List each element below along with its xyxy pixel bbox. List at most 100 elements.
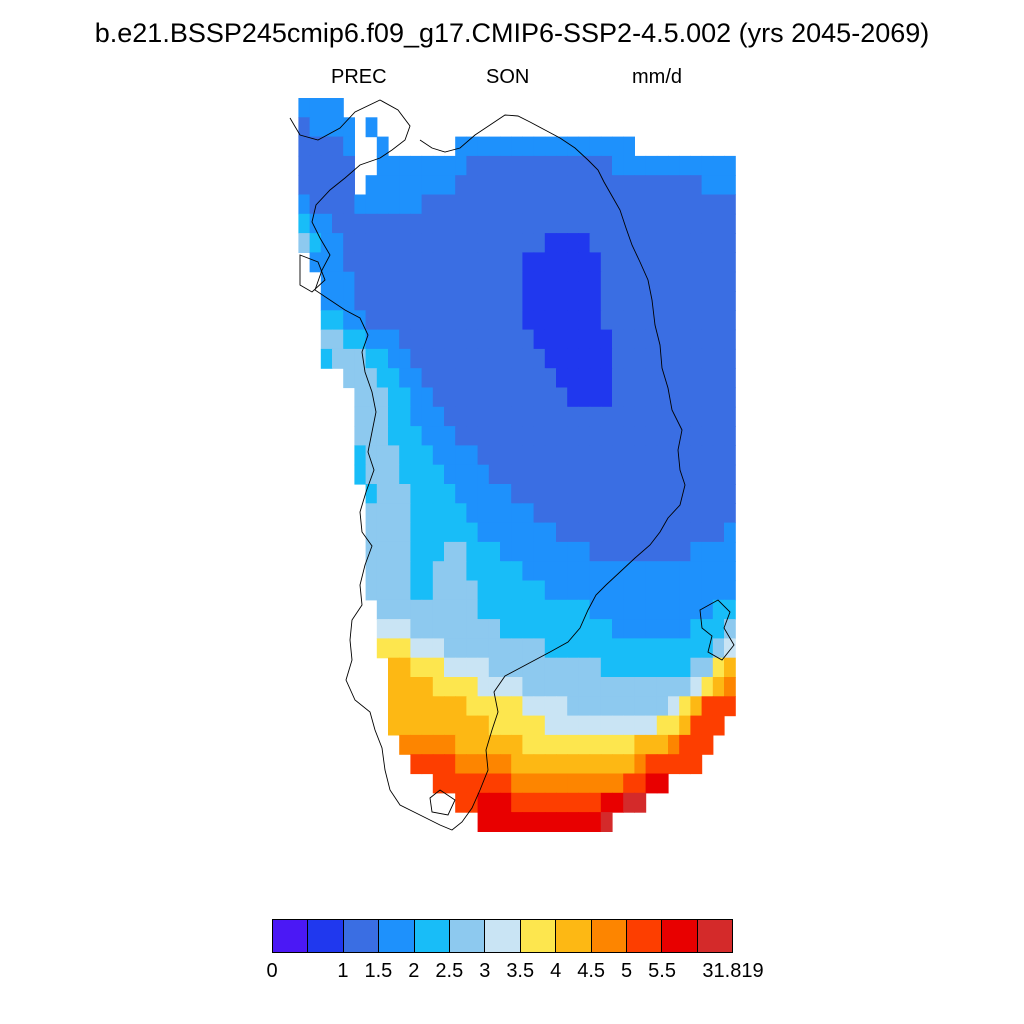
grid-cell [522, 522, 535, 543]
grid-cell [656, 696, 669, 717]
grid-cell [511, 754, 523, 775]
grid-cell [365, 348, 378, 369]
grid-cell [522, 715, 535, 736]
grid-cell [332, 213, 344, 234]
grid-cell [701, 580, 714, 601]
grid-cell [612, 715, 624, 736]
grid-cell [544, 348, 557, 369]
grid-cell [444, 715, 456, 736]
grid-cell [612, 638, 624, 659]
grid-cell [455, 677, 467, 697]
grid-cell [388, 271, 400, 292]
grid-cell [623, 233, 635, 253]
grid-cell [522, 619, 535, 639]
grid-cell [500, 368, 512, 389]
grid-cell [388, 464, 400, 485]
grid-cell [656, 194, 669, 215]
grid-cell [645, 503, 658, 524]
grid-cell [455, 368, 467, 389]
grid-cell [533, 677, 546, 697]
grid-cell [533, 599, 546, 620]
grid-cell [679, 213, 691, 234]
grid-cell [332, 310, 344, 331]
grid-cell [466, 233, 479, 253]
grid-cell [444, 233, 456, 253]
grid-cell [556, 561, 568, 582]
grid-cell [477, 696, 490, 717]
grid-cell [679, 175, 691, 196]
grid-cell [645, 213, 658, 234]
grid-cell [724, 310, 736, 331]
grid-cell [656, 271, 669, 292]
grid-cell [533, 329, 546, 350]
grid-cell [511, 175, 523, 196]
grid-cell [712, 677, 725, 697]
grid-cell [556, 310, 568, 331]
grid-cell [421, 677, 434, 697]
grid-cell [500, 792, 512, 813]
grid-cell [556, 213, 568, 234]
grid-cell [600, 541, 613, 562]
grid-cell [600, 175, 613, 196]
grid-cell [388, 696, 400, 717]
grid-cell [578, 484, 591, 504]
grid-cell [679, 696, 691, 717]
grid-cell [511, 696, 523, 717]
grid-cell [724, 445, 736, 466]
grid-cell [421, 329, 434, 350]
grid-cell [399, 599, 411, 620]
grid-cell [690, 233, 703, 253]
grid-cell [399, 194, 411, 215]
grid-cell [690, 715, 703, 736]
colorbar-label-3: 2 [408, 960, 420, 982]
grid-cell [578, 310, 591, 331]
grid-cell [634, 445, 647, 466]
grid-cell [488, 541, 501, 562]
grid-cell [589, 734, 602, 755]
grid-cell [612, 464, 624, 485]
grid-cell [589, 445, 602, 466]
grid-cell [488, 310, 501, 331]
grid-cell [477, 136, 490, 157]
grid-cell [332, 329, 344, 350]
grid-cell [455, 233, 467, 253]
grid-cell [309, 136, 322, 157]
grid-cell [712, 580, 725, 601]
grid-cell [511, 213, 523, 234]
grid-cell [634, 194, 647, 215]
grid-cell [578, 812, 591, 832]
grid-cell [298, 213, 311, 234]
grid-cell [578, 522, 591, 543]
colorbar-bin-12 [697, 920, 733, 952]
colorbar-label-4: 2.5 [435, 960, 464, 982]
grid-cell [309, 175, 322, 196]
grid-cell [511, 812, 523, 832]
grid-cell [668, 754, 680, 775]
grid-cell [634, 754, 647, 775]
grid-cell [444, 561, 456, 582]
grid-cell [544, 696, 557, 717]
grid-cell [298, 194, 311, 215]
grid-cell [701, 541, 714, 562]
colorbar-label-9: 5 [621, 960, 633, 982]
grid-cell [388, 175, 400, 196]
grid-cell [690, 677, 703, 697]
grid-cell [600, 426, 613, 446]
grid-cell [376, 541, 389, 562]
grid-cell [421, 445, 434, 466]
grid-cell [421, 541, 434, 562]
grid-cell [354, 348, 367, 369]
grid-cell [724, 599, 736, 620]
grid-cell [365, 175, 378, 196]
grid-cell [477, 406, 490, 427]
grid-cell [656, 406, 669, 427]
grid-cell [668, 406, 680, 427]
grid-cell [724, 194, 736, 215]
grid-cell [354, 445, 367, 466]
grid-cell [343, 291, 355, 311]
grid-cell [533, 136, 546, 157]
grid-cell [421, 368, 434, 389]
grid-cell [578, 561, 591, 582]
grid-cell [533, 773, 546, 794]
grid-cell [634, 522, 647, 543]
